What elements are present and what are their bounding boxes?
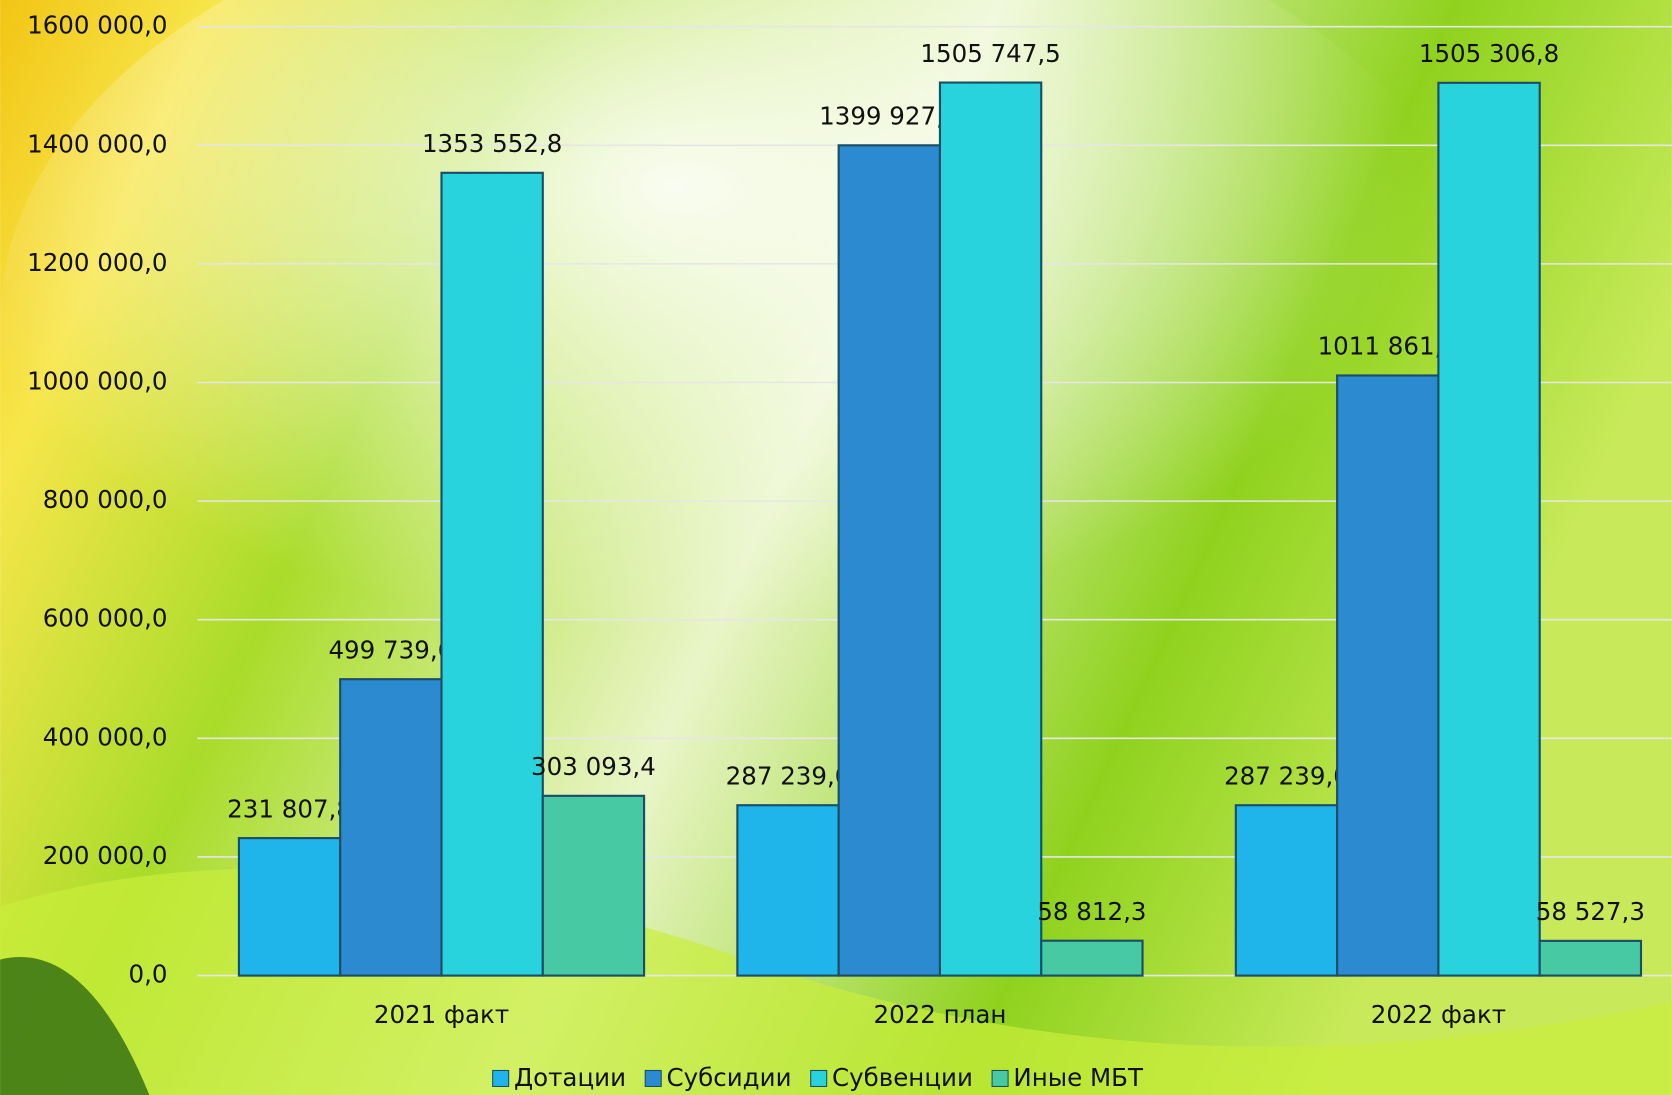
data-label: 1011 861,6 — [1318, 332, 1458, 361]
bar — [1538, 939, 1643, 977]
data-label: 287 239,0 — [726, 762, 851, 791]
bar — [541, 794, 646, 977]
legend-swatch — [810, 1069, 828, 1088]
data-label: 1505 306,8 — [1419, 39, 1559, 68]
bar — [837, 144, 942, 977]
y-tick-label: 800 000,0 — [43, 485, 168, 514]
y-tick-label: 1200 000,0 — [27, 248, 167, 277]
bar — [440, 171, 544, 977]
y-tick-label: 1000 000,0 — [27, 367, 167, 396]
data-label: 1399 927,0 — [819, 102, 959, 131]
y-tick-label: 1600 000,0 — [27, 11, 167, 40]
y-tick-label: 400 000,0 — [43, 722, 168, 751]
legend-swatch — [492, 1069, 510, 1088]
legend-swatch — [991, 1069, 1009, 1088]
data-label: 303 093,4 — [531, 752, 656, 781]
bar — [1336, 374, 1440, 977]
data-label: 287 239,0 — [1224, 762, 1349, 791]
legend-label: Иные МБТ — [1013, 1063, 1144, 1092]
background-glow — [0, 0, 1493, 768]
bar — [1040, 939, 1144, 977]
y-tick-label: 200 000,0 — [43, 841, 168, 870]
data-label: 58 812,3 — [1037, 897, 1146, 926]
legend-label: Субсидии — [667, 1063, 792, 1092]
bar — [1234, 804, 1339, 977]
y-tick-label: 0,0 — [128, 960, 167, 989]
legend-label: Дотации — [514, 1063, 626, 1092]
y-tick-label: 1400 000,0 — [27, 129, 167, 158]
bar — [1437, 81, 1541, 977]
x-tick-label: 2021 факт — [374, 1000, 509, 1029]
background-shadow — [0, 957, 150, 1095]
x-tick-label: 2022 факт — [1371, 1000, 1506, 1029]
legend-label: Субвенции — [832, 1063, 973, 1092]
bar — [736, 804, 840, 977]
data-label: 231 807,8 — [227, 794, 352, 823]
data-label: 1505 747,5 — [920, 39, 1060, 68]
y-tick-label: 600 000,0 — [43, 604, 168, 633]
x-tick-label: 2022 план — [873, 1000, 1006, 1029]
data-label: 58 527,3 — [1536, 897, 1645, 926]
bar — [339, 678, 443, 977]
legend-swatch — [644, 1069, 662, 1088]
bar — [237, 837, 342, 977]
data-label: 499 739,6 — [328, 635, 453, 664]
bar — [938, 81, 1043, 977]
data-label: 1353 552,8 — [422, 129, 562, 158]
